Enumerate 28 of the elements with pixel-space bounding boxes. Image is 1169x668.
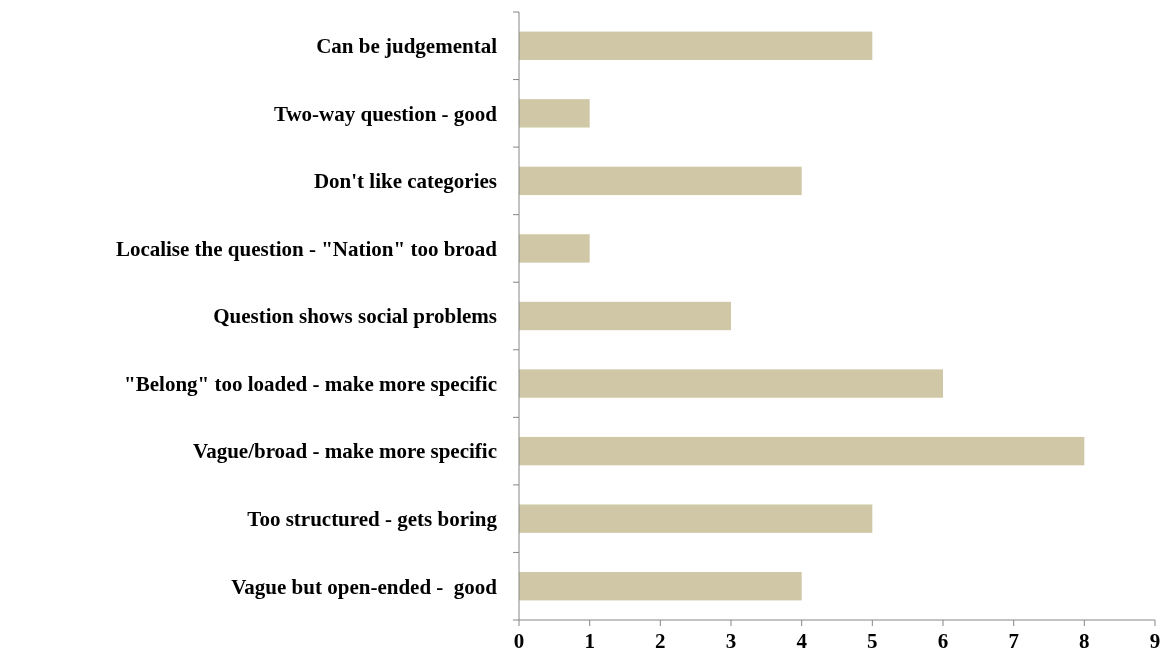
y-tick-label: Too structured - gets boring xyxy=(247,507,498,532)
bar xyxy=(519,166,802,196)
bar xyxy=(519,436,1085,466)
bar xyxy=(519,369,943,398)
bar xyxy=(519,31,873,60)
x-tick-label: 2 xyxy=(655,629,666,653)
x-tick-label: 5 xyxy=(867,629,878,653)
x-tick-label: 6 xyxy=(937,629,949,653)
x-tick-label: 8 xyxy=(1079,629,1090,653)
y-tick-label: Localise the question - "Nation" too broad xyxy=(115,236,498,261)
bar xyxy=(519,234,590,263)
x-tick-label: 4 xyxy=(796,629,808,653)
bar xyxy=(519,504,873,533)
x-tick-label: 3 xyxy=(725,629,737,653)
bar xyxy=(519,572,802,601)
y-tick-label: Vague but open-ended - good xyxy=(231,574,498,599)
y-tick-label: Don't like categories xyxy=(313,169,497,194)
x-tick-label: 0 xyxy=(513,629,525,653)
x-tick-label: 7 xyxy=(1008,629,1019,653)
x-tick-label: 1 xyxy=(584,629,595,653)
bar xyxy=(519,301,731,331)
y-tick-label: Question shows social problems xyxy=(213,304,497,329)
y-tick-label: "Belong" too loaded - make more specific xyxy=(124,371,497,396)
x-tick-label: 9 xyxy=(1149,629,1161,653)
y-tick-label: Vague/broad - make more specific xyxy=(192,439,497,464)
y-tick-label: Two-way question - good xyxy=(273,101,498,126)
bar xyxy=(519,99,590,128)
y-tick-label: Can be judgemental xyxy=(316,34,498,59)
